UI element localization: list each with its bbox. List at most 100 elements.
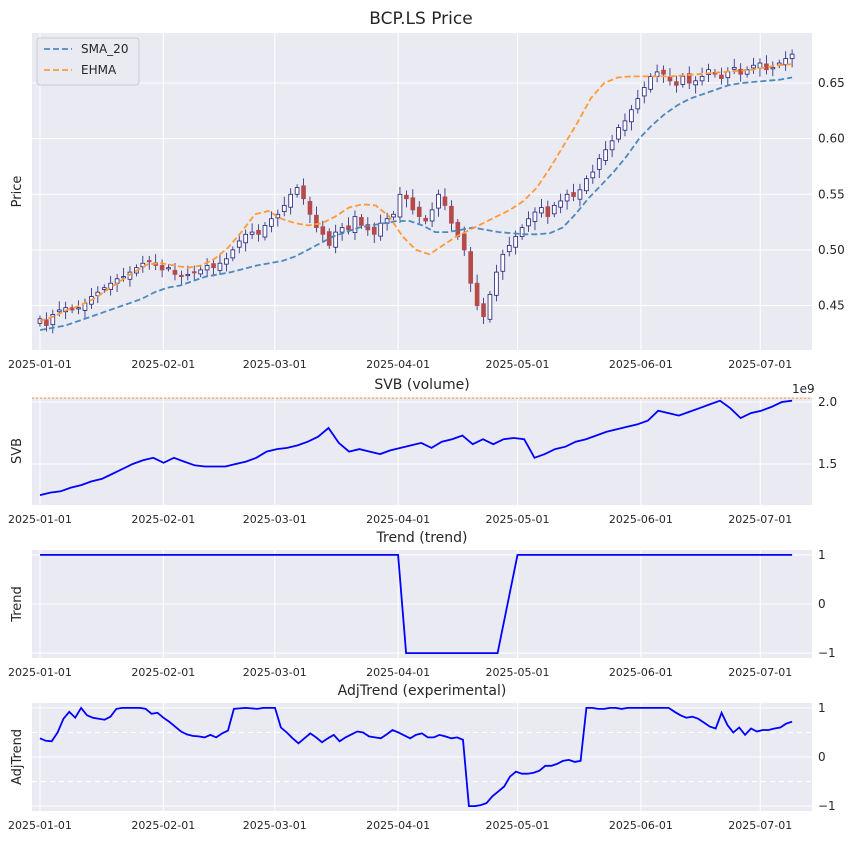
candle-body (146, 260, 152, 263)
x-tick-label: 2025-07-01 (728, 358, 792, 371)
y-axis-label: SVB (10, 438, 25, 464)
candle-body (545, 206, 551, 217)
candle-body (301, 185, 306, 200)
candle-body (166, 267, 171, 270)
candle-body (738, 68, 743, 75)
candle-body (256, 229, 261, 235)
series-line-svb (39, 399, 793, 496)
series-line-ehma (39, 63, 793, 322)
candle-body (481, 303, 486, 318)
candle-body (706, 69, 711, 75)
x-tick-label: 2025-01-01 (8, 513, 72, 526)
x-tick-label: 2025-06-01 (609, 819, 673, 832)
candle-body (584, 178, 589, 192)
y-tick-label: 0.45 (818, 299, 845, 313)
candle-body (101, 287, 107, 290)
candle-body (532, 211, 538, 222)
candle-body (211, 263, 216, 269)
x-tick-label: 2025-04-01 (366, 666, 430, 679)
candle-body (44, 319, 49, 326)
candle-body (641, 87, 647, 97)
candle-body (667, 76, 673, 82)
candle-body (699, 75, 705, 82)
y-axis-label: Price (10, 176, 25, 208)
candle-body (371, 226, 377, 235)
x-tick-label: 2025-03-01 (243, 819, 307, 832)
y-axis-label: AdjTrend (10, 729, 25, 785)
x-tick-label: 2025-01-01 (8, 358, 72, 371)
candle-body (783, 58, 788, 66)
candle-body (410, 197, 416, 211)
x-tick-label: 2025-06-01 (609, 358, 673, 371)
y-tick-label: 1.5 (818, 457, 837, 471)
candle-body (603, 149, 608, 161)
x-tick-label: 2025-06-01 (609, 513, 673, 526)
candle-body (686, 73, 692, 84)
plot-area (32, 33, 812, 350)
candle-body (198, 269, 203, 275)
candle-body (423, 217, 428, 222)
candle-body (616, 127, 621, 140)
candle-body (622, 120, 628, 131)
candle-body (172, 269, 178, 275)
x-tick-label: 2025-02-01 (131, 819, 195, 832)
candle-body (590, 171, 596, 179)
candle-body (526, 218, 531, 227)
y-tick-label: 0.60 (818, 132, 845, 146)
series-line-trend (40, 554, 793, 654)
candle-body (596, 158, 602, 170)
x-tick-label: 2025-02-01 (131, 358, 195, 371)
x-tick-label: 2025-04-01 (366, 819, 430, 832)
candle-body (397, 193, 403, 218)
candle-body (577, 189, 583, 200)
candle-body (468, 251, 473, 284)
candle-body (352, 216, 358, 233)
y-tick-label: 1 (818, 548, 826, 562)
candle-body (609, 140, 615, 151)
svb-panel: 2025-01-01 2025-02-01 2025-03-01 2025-04-01… (8, 377, 837, 526)
x-tick-label: 2025-03-01 (243, 358, 307, 371)
y-tick-label: 0.65 (818, 76, 845, 90)
x-tick-label: 2025-01-01 (8, 666, 72, 679)
candle-body (76, 307, 81, 310)
x-tick-label: 2025-03-01 (243, 513, 307, 526)
candle-body (288, 193, 293, 208)
x-tick-label: 2025-07-01 (728, 819, 792, 832)
candle-body (539, 207, 544, 214)
panel-title: AdjTrend (experimental) (338, 683, 507, 699)
y-tick-label: 0 (818, 750, 826, 764)
candle-body (339, 227, 345, 233)
candle-body (249, 231, 255, 235)
candle-body (564, 193, 570, 202)
x-tick-label: 2025-04-01 (366, 358, 430, 371)
legend-entry: EHMA (81, 63, 117, 77)
candle-body (648, 75, 653, 90)
candle-body (494, 271, 499, 296)
candle-body (378, 222, 383, 237)
x-tick-label: 2025-07-01 (728, 666, 792, 679)
candle-body (307, 200, 313, 215)
candle-body (217, 262, 223, 271)
candle-body (236, 240, 242, 248)
candle-body (50, 314, 56, 326)
adjtrend-panel: 2025-01-01 2025-02-01 2025-03-01 2025-04-01… (8, 683, 836, 832)
candle-body (262, 225, 268, 238)
candle-body (191, 271, 197, 274)
candle-body (500, 253, 506, 272)
x-tick-label: 2025-02-01 (131, 666, 195, 679)
candle-body (757, 62, 763, 69)
price-chart-title: BCP.LS Price (369, 9, 472, 29)
candle-body (770, 67, 776, 70)
candle-body (436, 193, 441, 209)
candle-body (449, 205, 454, 224)
candle-body (294, 187, 300, 195)
candle-body (551, 205, 557, 215)
candle-body (56, 309, 62, 313)
candle-body (314, 214, 319, 229)
trend-panel: 2025-01-01 2025-02-01 2025-03-01 2025-04-01… (8, 530, 836, 679)
candle-body (159, 265, 165, 271)
candle-body (281, 205, 287, 213)
x-tick-label: 2025-07-01 (728, 513, 792, 526)
x-tick-label: 2025-04-01 (366, 513, 430, 526)
candle-body (121, 276, 126, 279)
